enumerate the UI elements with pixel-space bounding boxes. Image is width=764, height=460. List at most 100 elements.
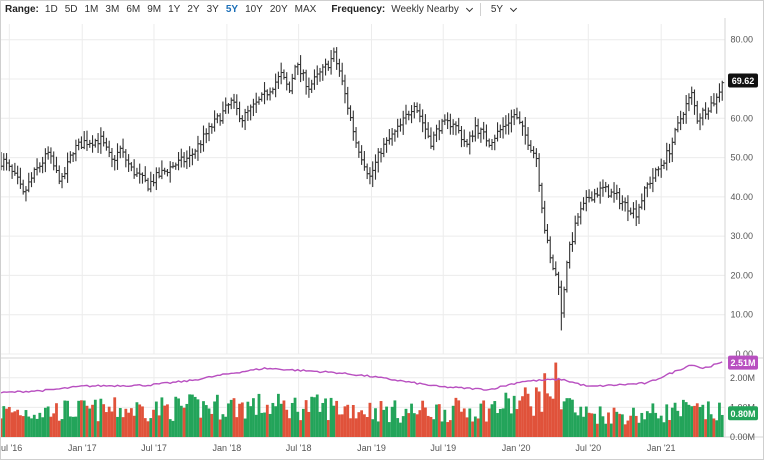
price-tick-label: 30.00 xyxy=(730,231,753,241)
volume-bar-down xyxy=(612,407,616,437)
volume-bar-up xyxy=(74,416,78,437)
volume-bar-down xyxy=(487,408,491,437)
price-volume-chart[interactable]: 80.0070.0060.0050.0040.0030.0020.0010.00… xyxy=(1,18,763,459)
volume-bar-up xyxy=(99,398,103,437)
volume-bar-up xyxy=(435,404,438,437)
volume-bar-down xyxy=(102,404,106,437)
volume-bar-down xyxy=(346,404,350,437)
volume-bar-down xyxy=(232,398,236,437)
volume-bar-down xyxy=(285,409,289,437)
volume-bar-down xyxy=(485,421,488,437)
volume-bar-up xyxy=(2,406,6,437)
volume-bar-up xyxy=(32,414,36,437)
last-price-badge-bg xyxy=(728,73,758,88)
volume-bar-up xyxy=(568,398,572,437)
price-tick-label: 20.00 xyxy=(730,270,753,280)
volume-bar-down xyxy=(163,405,167,437)
volume-bar-up xyxy=(576,415,580,437)
volume-bar-down xyxy=(1,418,3,437)
range-button-20y[interactable]: 20Y xyxy=(269,4,288,15)
volume-bar-up xyxy=(60,419,64,437)
price-tick-label: 40.00 xyxy=(730,192,753,202)
volume-bar-up xyxy=(687,404,691,437)
volume-bar-down xyxy=(80,400,83,437)
volume-bar-down xyxy=(559,409,563,437)
volume-bar-down xyxy=(437,404,441,437)
volume-tick-label: 0.00M xyxy=(730,432,755,442)
volume-bar-down xyxy=(623,424,627,437)
range-button-6m[interactable]: 6M xyxy=(126,4,141,15)
volume-bar-down xyxy=(91,404,94,437)
volume-bar-up xyxy=(276,393,280,437)
range-button-1m[interactable]: 1M xyxy=(84,4,99,15)
volume-bar-up xyxy=(690,406,694,437)
range-button-3m[interactable]: 3M xyxy=(105,4,120,15)
period-dropdown[interactable]: 5Y xyxy=(491,4,524,15)
volume-bar-up xyxy=(404,408,408,437)
volume-bar-up xyxy=(24,410,28,437)
volume-bar-up xyxy=(30,418,33,437)
time-tick-label: Jan '20 xyxy=(502,443,531,453)
volume-bar-up xyxy=(582,416,585,437)
volume-bar-up xyxy=(443,409,447,437)
chart-grid xyxy=(1,18,763,438)
volume-bar-down xyxy=(523,387,527,437)
volume-bar-down xyxy=(521,396,524,437)
volume-bar-up xyxy=(116,416,119,437)
volume-bar-up xyxy=(490,404,494,437)
range-button-2y[interactable]: 2Y xyxy=(187,4,200,15)
volume-bar-up xyxy=(193,396,197,437)
volume-bar-up xyxy=(313,397,316,437)
range-button-5d[interactable]: 5D xyxy=(64,4,78,15)
volume-bar-up xyxy=(321,402,325,437)
volume-bar-up xyxy=(720,414,724,437)
volume-bar-up xyxy=(440,421,444,437)
volume-bar-up xyxy=(676,410,680,437)
range-label: Range: xyxy=(5,4,39,15)
volume-bar-up xyxy=(681,399,685,437)
volume-bar-up xyxy=(274,406,278,437)
volume-bar-up xyxy=(396,418,400,437)
volume-bar-down xyxy=(182,407,186,437)
range-button-9m[interactable]: 9M xyxy=(147,4,162,15)
volume-bar-up xyxy=(71,416,75,437)
moving-average-badge: 2.51M xyxy=(730,358,755,368)
volume-tick-label: 2.00M xyxy=(730,373,755,383)
volume-bar-up xyxy=(512,395,516,437)
volume-bar-up xyxy=(88,408,92,437)
volume-bar-down xyxy=(265,404,269,437)
volume-bar-down xyxy=(152,409,155,437)
volume-bar-up xyxy=(38,412,42,437)
volume-bar-up xyxy=(473,416,477,437)
volume-bar-up xyxy=(679,416,683,437)
range-button-max[interactable]: MAX xyxy=(294,4,317,15)
time-tick-label: Jan '21 xyxy=(647,443,676,453)
volume-bar-up xyxy=(268,413,272,437)
volume-bar-up xyxy=(573,412,577,437)
volume-bar-up xyxy=(252,398,255,437)
volume-bar-up xyxy=(579,406,583,437)
volume-bar-down xyxy=(424,407,427,437)
volume-bar-down xyxy=(288,418,291,437)
volume-bar-down xyxy=(543,373,547,437)
volume-bar-down xyxy=(551,398,555,437)
volume-bar-up xyxy=(493,401,497,437)
range-button-5y[interactable]: 5Y xyxy=(225,4,239,15)
volume-bar-down xyxy=(326,420,330,437)
frequency-dropdown[interactable]: Weekly Nearby xyxy=(391,4,480,15)
range-button-1d[interactable]: 1D xyxy=(44,4,58,15)
volume-bar-up xyxy=(715,420,719,437)
volume-bar-down xyxy=(362,414,366,437)
time-tick-label: Jul '16 xyxy=(1,443,22,453)
range-button-3y[interactable]: 3Y xyxy=(206,4,219,15)
range-button-1y[interactable]: 1Y xyxy=(168,4,181,15)
range-button-10y[interactable]: 10Y xyxy=(245,4,263,15)
volume-bar-up xyxy=(376,421,380,437)
volume-bar-up xyxy=(171,420,175,437)
volume-bar-down xyxy=(368,402,372,437)
last-price-badge: 69.62 xyxy=(732,76,755,86)
volume-bar-down xyxy=(110,411,114,437)
volume-bar-up xyxy=(640,412,644,437)
frequency-label: Frequency: xyxy=(331,4,386,15)
